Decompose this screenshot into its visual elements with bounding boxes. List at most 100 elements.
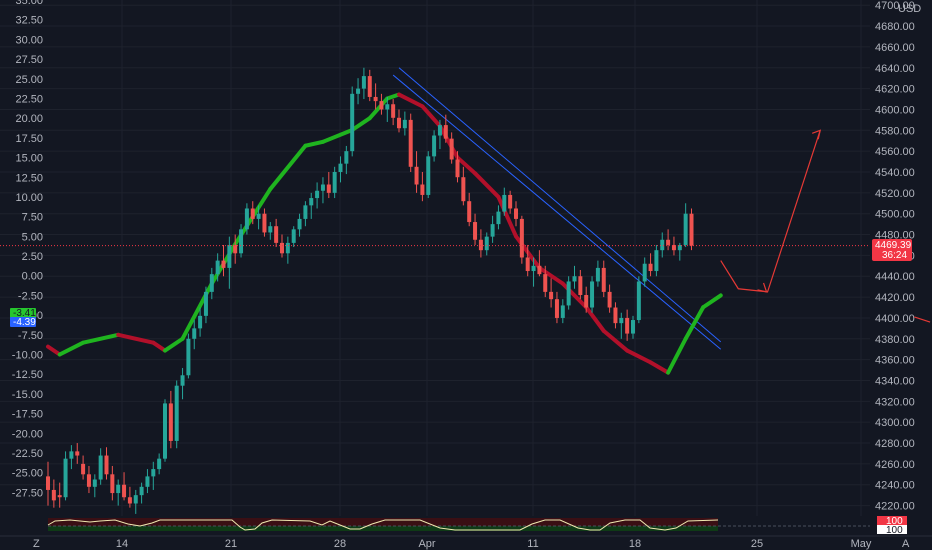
candle-body[interactable] [215, 260, 220, 275]
candle-body[interactable] [625, 317, 630, 334]
candle-body[interactable] [174, 385, 179, 441]
candle-body[interactable] [514, 208, 518, 219]
candle-body[interactable] [209, 274, 214, 292]
candle-body[interactable] [601, 267, 606, 292]
candle-body[interactable] [549, 291, 554, 300]
candle-body[interactable] [484, 236, 489, 251]
candle-body[interactable] [239, 229, 244, 254]
candle-body[interactable] [326, 184, 331, 193]
candle-body[interactable] [449, 138, 454, 160]
candle-body[interactable] [63, 458, 68, 498]
candle-body[interactable] [285, 242, 290, 254]
candle-body[interactable] [496, 211, 501, 225]
candle-body[interactable] [432, 135, 437, 157]
candle-body[interactable] [560, 305, 565, 318]
candle-body[interactable] [133, 495, 138, 504]
candle-body[interactable] [554, 299, 559, 318]
candle-body[interactable] [455, 159, 460, 178]
candle-body[interactable] [98, 455, 103, 480]
candle-body[interactable] [584, 295, 589, 308]
candle-body[interactable] [274, 226, 279, 243]
candle-body[interactable] [402, 119, 407, 129]
candle-body[interactable] [443, 125, 448, 139]
candle-body[interactable] [426, 156, 431, 195]
candle-body[interactable] [145, 476, 150, 487]
candle-body[interactable] [361, 76, 366, 89]
candle-body[interactable] [607, 291, 612, 308]
candle-body[interactable] [227, 244, 232, 268]
candle-body[interactable] [250, 208, 255, 219]
candle-body[interactable] [566, 281, 571, 306]
candle-body[interactable] [356, 88, 361, 94]
candle-body[interactable] [648, 263, 653, 272]
candle-body[interactable] [525, 257, 530, 272]
candle-body[interactable] [414, 166, 419, 185]
candle-body[interactable] [671, 244, 676, 251]
candle-body[interactable] [473, 222, 478, 240]
candle-body[interactable] [157, 458, 162, 470]
candle-body[interactable] [198, 315, 203, 329]
candle-body[interactable] [461, 177, 466, 202]
candle-body[interactable] [110, 474, 115, 494]
trend-line-lower[interactable] [392, 74, 722, 350]
candle-body[interactable] [151, 469, 156, 477]
candle-body[interactable] [233, 244, 238, 254]
candle-body[interactable] [677, 244, 682, 251]
candle-body[interactable] [683, 213, 688, 245]
candle-body[interactable] [168, 403, 173, 441]
candle-body[interactable] [332, 172, 337, 193]
candle-body[interactable] [268, 226, 273, 233]
candle-body[interactable] [397, 117, 401, 129]
candle-body[interactable] [502, 194, 507, 212]
trend-line-upper[interactable] [398, 67, 722, 343]
candle-body[interactable] [203, 291, 208, 316]
candle-body[interactable] [490, 224, 495, 237]
auto-scale-button-icon[interactable]: A [902, 538, 910, 550]
candle-body[interactable] [122, 484, 127, 498]
candle-body[interactable] [244, 208, 249, 230]
candle-body[interactable] [367, 76, 372, 97]
candle-body[interactable] [391, 104, 396, 118]
candle-body[interactable] [631, 320, 635, 334]
candle-body[interactable] [291, 229, 296, 243]
z-button-icon[interactable]: Z [33, 538, 40, 550]
candle-body[interactable] [192, 328, 197, 339]
candle-body[interactable] [654, 250, 659, 272]
candle-body[interactable] [92, 479, 97, 487]
candle-body[interactable] [578, 276, 583, 296]
drawing-annotations[interactable] [0, 129, 931, 323]
candle-body[interactable] [262, 213, 267, 233]
candle-body[interactable] [543, 274, 548, 292]
candle-body[interactable] [689, 213, 694, 246]
candle-body[interactable] [309, 198, 314, 206]
candle-body[interactable] [595, 267, 600, 282]
candle-body[interactable] [338, 163, 343, 172]
candle-body[interactable] [408, 119, 413, 167]
candle-body[interactable] [590, 281, 595, 308]
candle-body[interactable] [320, 184, 325, 191]
candle-body[interactable] [139, 486, 144, 496]
candle-body[interactable] [437, 125, 442, 136]
candle-body[interactable] [163, 403, 167, 459]
candle-body[interactable] [127, 497, 132, 504]
candle-body[interactable] [297, 218, 302, 230]
candle-body[interactable] [619, 317, 624, 324]
candle-body[interactable] [280, 242, 284, 254]
candle-body[interactable] [180, 375, 185, 386]
candle-body[interactable] [81, 463, 86, 475]
candle-body[interactable] [303, 205, 308, 219]
candle-body[interactable] [531, 265, 536, 272]
candle-body[interactable] [75, 451, 80, 456]
candle-body[interactable] [116, 484, 121, 494]
candle-body[interactable] [385, 104, 390, 110]
candle-body[interactable] [508, 194, 513, 209]
candle-body[interactable] [69, 451, 74, 459]
candle-body[interactable] [186, 338, 191, 376]
projection-path[interactable] [720, 130, 821, 293]
candle-body[interactable] [636, 281, 641, 321]
candle-body[interactable] [420, 184, 425, 195]
candle-body[interactable] [642, 263, 647, 282]
candle-body[interactable] [315, 190, 320, 199]
candle-body[interactable] [350, 93, 355, 152]
